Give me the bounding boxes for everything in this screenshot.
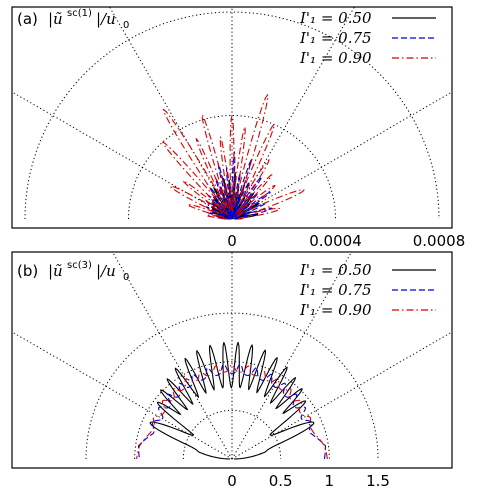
panel-a-title-sub: 0	[123, 20, 129, 31]
angular-grid-line	[231, 7, 355, 220]
radial-tick-label: 1.5	[366, 472, 390, 490]
radial-grid-circle	[182, 409, 282, 460]
angular-grid-line	[12, 331, 233, 460]
panel-a-title-main: |ũ	[48, 10, 63, 28]
panel-b-grid	[12, 252, 452, 460]
legend-label: I'₁ = 0.75	[299, 281, 372, 299]
series-line-s075	[137, 363, 327, 460]
radial-tick-label: 0	[227, 232, 237, 250]
panel-b-radial-ticks: 0 0.5 1 1.5	[227, 472, 390, 490]
radial-grid-circle	[85, 312, 379, 460]
legend-label: I'₁ = 0.90	[299, 301, 372, 319]
panel-a-title-tail: |/u	[96, 10, 116, 28]
panel-b-title-sup: sc(3)	[67, 260, 92, 271]
panel-a-label: (a)	[17, 10, 38, 28]
angular-grid-line	[231, 331, 452, 460]
panel-b-label: (b)	[17, 262, 38, 280]
legend-label: I'₁ = 0.50	[299, 261, 372, 279]
panel-b: (b) |ũ sc(3) |/u 0 I'₁ = 0.50I'₁ = 0.75I…	[11, 251, 453, 490]
panel-b-frame	[11, 251, 453, 469]
radial-tick-label: 0.0004	[309, 232, 362, 250]
radial-grid-circle	[134, 361, 330, 460]
panel-a-series	[162, 94, 305, 220]
radial-tick-label: 0	[227, 472, 237, 490]
angular-grid-line	[109, 7, 233, 220]
legend-label: I'₁ = 0.50	[299, 9, 372, 27]
panel-a-frame	[11, 6, 453, 229]
angular-grid-line	[231, 91, 452, 220]
panel-b-title-main: |ũ	[48, 262, 63, 280]
panel-a: (a) |ũ sc(1) |/u 0 I'₁ = 0.50I'₁ = 0.75I…	[11, 6, 465, 250]
panel-b-title: (b) |ũ sc(3) |/u 0	[17, 260, 129, 283]
series-line-s090	[162, 94, 305, 220]
series-line-s050	[149, 341, 315, 460]
panel-a-radial-ticks: 0 0.0004 0.0008	[227, 232, 465, 250]
legend-label: I'₁ = 0.75	[299, 29, 372, 47]
panel-a-grid	[12, 7, 452, 220]
panel-b-legend: I'₁ = 0.50 I'₁ = 0.75 I'₁ = 0.90	[299, 261, 436, 319]
panel-b-title-sub: 0	[123, 272, 129, 283]
panel-b-title-tail: |/u	[96, 262, 116, 280]
panel-a-legend: I'₁ = 0.50 I'₁ = 0.75 I'₁ = 0.90	[299, 9, 436, 67]
legend-label: I'₁ = 0.90	[299, 49, 372, 67]
panel-a-title-sup: sc(1)	[67, 8, 92, 19]
angular-grid-line	[12, 91, 233, 220]
panel-a-title: (a) |ũ sc(1) |/u 0	[17, 8, 129, 31]
panel-b-series	[136, 341, 328, 460]
radial-tick-label: 0.5	[269, 472, 293, 490]
radial-tick-label: 1	[325, 472, 335, 490]
radial-tick-label: 0.0008	[413, 232, 466, 250]
